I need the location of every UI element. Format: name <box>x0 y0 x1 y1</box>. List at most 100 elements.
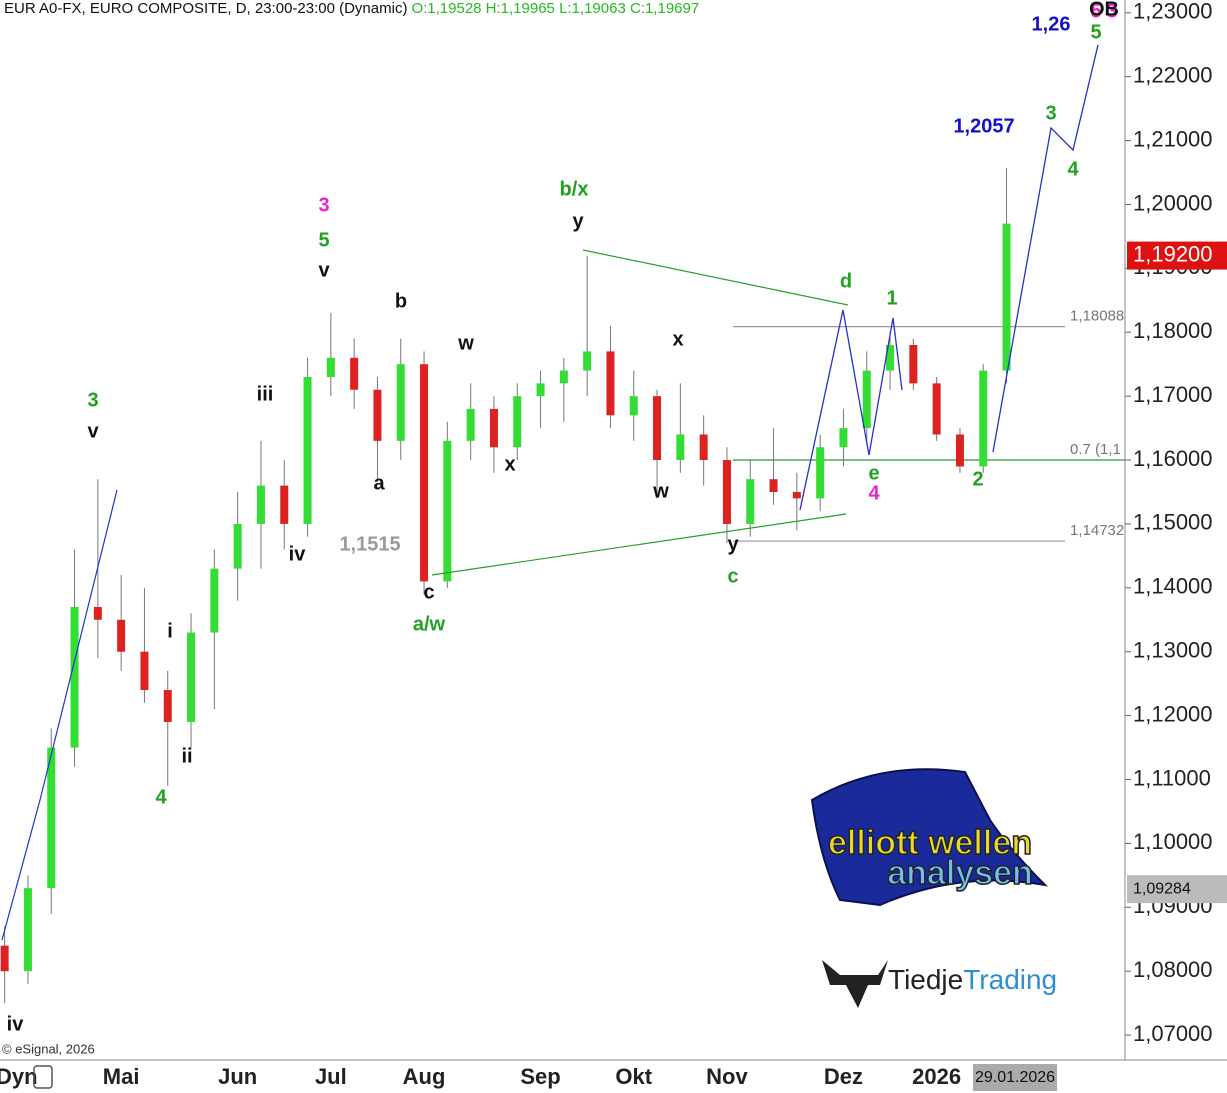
candle-body <box>955 434 964 467</box>
candle-body <box>23 888 32 972</box>
candle-body <box>932 383 941 435</box>
candle-body <box>606 351 615 416</box>
lock-icon[interactable] <box>33 1065 53 1089</box>
x-tick-label: 2026 <box>912 1064 961 1089</box>
plot-area <box>0 168 1125 1004</box>
candle-body <box>676 434 685 461</box>
projection-line <box>799 309 903 511</box>
candle-body <box>769 479 778 492</box>
trend-line <box>1 489 118 941</box>
y-tick-label: 1,12000 <box>1133 701 1213 726</box>
price-box <box>1127 875 1227 904</box>
wave-label: 5 <box>318 229 329 251</box>
flag <box>810 768 1048 907</box>
date-label: 29.01.2026 <box>975 1069 1055 1086</box>
wave-label: 4 <box>155 786 167 808</box>
candle-body <box>140 651 149 691</box>
candle-body <box>350 357 359 390</box>
wave-label: 1 <box>886 287 897 309</box>
candle-body <box>163 690 172 723</box>
candle-body <box>909 345 918 384</box>
candle-body <box>583 351 592 371</box>
date-box <box>973 1064 1057 1091</box>
wave-label: 1,1515 <box>339 533 400 555</box>
candle-body <box>559 370 568 384</box>
candle-body <box>47 747 56 889</box>
candle-body <box>210 568 219 633</box>
x-tick-label: Jun <box>218 1064 257 1089</box>
dyn-button[interactable]: Dyn <box>0 1064 38 1089</box>
x-tick-label: Okt <box>615 1064 652 1089</box>
wave-label: ii <box>181 745 192 767</box>
candle-body <box>420 364 429 582</box>
wave-label: 5 <box>1090 21 1101 43</box>
y-tick-label: 1,07000 <box>1133 1021 1213 1046</box>
logo-text-2: Trading <box>963 964 1057 995</box>
wave-label: d <box>840 270 852 292</box>
y-tick-label: 1,15000 <box>1133 510 1213 535</box>
y-tick-label: 1,20000 <box>1133 190 1213 215</box>
header-title: EUR A0-FX, EURO COMPOSITE, D, 23:00-23:0… <box>4 0 407 17</box>
price-box-label: 1,09284 <box>1133 880 1191 897</box>
wave-label: w <box>652 480 669 502</box>
candle-body <box>792 491 801 499</box>
wave-label: c <box>423 581 434 603</box>
candle-body <box>93 606 102 620</box>
wave-label: w <box>457 332 474 354</box>
wave-label: 2 <box>972 468 983 490</box>
candle-body <box>886 345 895 371</box>
x-tick-label: Nov <box>706 1064 748 1089</box>
price-box <box>1127 241 1227 270</box>
candle-body <box>70 606 79 748</box>
logo-tiedje: TiedjeTrading <box>822 960 1057 1008</box>
logo-elliott: elliott wellen analysen <box>810 768 1048 907</box>
y-tick-label: 1,22000 <box>1133 62 1213 87</box>
wave-label: y <box>727 533 739 555</box>
candle-body <box>256 485 265 524</box>
y-tick-label: 1,11000 <box>1133 765 1211 790</box>
candle-body <box>839 428 848 448</box>
trend-line <box>582 249 849 306</box>
candle-body <box>1002 223 1011 371</box>
candle-body <box>396 364 405 441</box>
candle-body <box>280 485 289 524</box>
copyright: © eSignal, 2026 <box>2 1041 95 1056</box>
candle-body <box>816 447 825 499</box>
wave-label: x <box>672 328 683 350</box>
candle-body <box>979 370 988 467</box>
bull-icon <box>822 960 888 1008</box>
y-tick-label: 1,10000 <box>1133 829 1213 854</box>
candle-body <box>0 945 9 972</box>
trend-line <box>431 513 847 576</box>
candle-body <box>629 396 638 416</box>
wave-label: v <box>87 420 99 442</box>
logo-text: elliott wellen <box>828 824 1032 862</box>
candle-body <box>187 632 196 723</box>
wave-label: 1,2057 <box>953 115 1014 137</box>
y-tick-label: 1,13000 <box>1133 638 1213 663</box>
wave-label: iii <box>257 383 274 405</box>
candle-body <box>373 389 382 441</box>
wave-label: 3 <box>87 389 98 411</box>
wave-label: OB <box>1089 0 1119 20</box>
y-tick-label: 1,21000 <box>1133 126 1213 151</box>
candle-body <box>466 408 475 441</box>
y-tick-label: 1,18000 <box>1133 318 1213 343</box>
x-tick-label: Sep <box>520 1064 560 1089</box>
candle-body <box>443 440 452 582</box>
x-tick-label: Mai <box>103 1064 140 1089</box>
wave-label: 4 <box>1067 158 1079 180</box>
wave-label: c <box>727 565 738 587</box>
candle-body <box>746 479 755 524</box>
candle-body <box>722 460 731 524</box>
candle-body <box>303 376 312 524</box>
wave-label: b/x <box>560 178 589 200</box>
logo-text: TiedjeTrading <box>888 964 1057 995</box>
wave-label: b <box>395 290 407 312</box>
logo-text-1: Tiedje <box>888 964 963 995</box>
wave-label: v <box>318 259 330 281</box>
wave-label: i <box>167 620 173 642</box>
wave-label: 4 <box>868 482 880 504</box>
